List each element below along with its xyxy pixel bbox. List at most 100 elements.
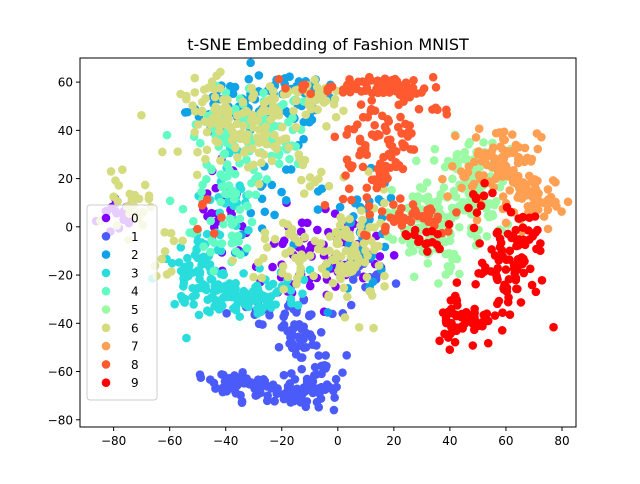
data-point xyxy=(167,267,176,276)
data-point xyxy=(260,207,270,217)
data-point xyxy=(295,153,304,163)
data-point xyxy=(180,108,190,117)
y-axis: −80 −60 −40 −20 0 20 40 60 xyxy=(48,76,80,427)
data-point xyxy=(331,227,341,237)
data-point xyxy=(369,323,378,333)
data-point xyxy=(157,254,167,264)
data-point xyxy=(218,95,228,105)
data-point xyxy=(468,341,478,350)
data-point xyxy=(312,341,321,350)
data-point xyxy=(497,246,507,255)
data-point xyxy=(251,391,260,400)
data-point xyxy=(169,236,179,246)
data-point xyxy=(254,179,264,189)
data-point xyxy=(533,144,543,154)
data-point xyxy=(539,212,549,221)
data-point xyxy=(476,201,486,210)
data-point xyxy=(342,130,352,139)
data-point xyxy=(406,217,416,227)
data-point xyxy=(266,300,275,309)
data-point xyxy=(451,131,460,141)
data-point xyxy=(125,189,135,199)
data-point xyxy=(563,197,573,207)
data-point xyxy=(236,134,245,144)
data-point xyxy=(377,207,387,216)
data-point xyxy=(174,258,184,267)
data-point xyxy=(354,256,364,265)
data-point xyxy=(220,149,230,158)
x-axis: −80 −60 −40 −20 0 20 40 60 80 xyxy=(101,427,570,448)
data-point xyxy=(190,127,199,137)
data-point xyxy=(274,159,284,169)
data-point xyxy=(422,227,431,237)
y-tick-label: 40 xyxy=(58,124,73,138)
data-point xyxy=(487,245,496,254)
data-point xyxy=(292,279,301,289)
data-point xyxy=(252,281,262,291)
data-point xyxy=(302,397,312,406)
data-point xyxy=(442,110,452,119)
data-point xyxy=(364,167,374,176)
data-point xyxy=(431,83,441,92)
data-point xyxy=(355,136,365,146)
data-point xyxy=(284,117,293,127)
data-point xyxy=(312,370,321,379)
data-point xyxy=(259,374,268,384)
data-point xyxy=(373,78,382,88)
data-point xyxy=(202,306,212,315)
data-point xyxy=(532,244,541,254)
legend-marker xyxy=(101,360,111,369)
data-point xyxy=(202,195,212,204)
data-point xyxy=(322,122,331,131)
data-point xyxy=(265,82,275,91)
data-point xyxy=(315,389,324,398)
data-point xyxy=(366,76,376,85)
data-point xyxy=(451,155,461,165)
data-point xyxy=(262,243,272,252)
data-point xyxy=(373,88,383,98)
data-point xyxy=(488,209,497,219)
data-point xyxy=(332,239,342,248)
data-point xyxy=(209,229,219,238)
data-point xyxy=(202,174,211,184)
data-point xyxy=(399,97,408,106)
data-point xyxy=(279,285,289,294)
data-point xyxy=(106,167,116,176)
data-point xyxy=(296,263,305,273)
data-point xyxy=(513,193,522,202)
data-point xyxy=(314,351,324,360)
data-point xyxy=(348,275,358,284)
data-point xyxy=(239,269,248,278)
data-point xyxy=(474,269,483,278)
data-point xyxy=(345,87,355,97)
data-point xyxy=(434,279,443,288)
data-point xyxy=(430,144,440,154)
data-point xyxy=(214,305,224,314)
data-point xyxy=(267,180,277,190)
data-point xyxy=(507,233,516,243)
data-point xyxy=(520,257,529,266)
data-point xyxy=(225,122,235,132)
data-point xyxy=(502,146,511,156)
data-point xyxy=(502,287,512,296)
data-point xyxy=(345,75,354,84)
data-point xyxy=(310,75,319,85)
y-tick-label: −80 xyxy=(48,413,73,427)
data-point xyxy=(317,167,326,177)
data-point xyxy=(344,184,354,194)
legend-marker xyxy=(101,305,111,314)
data-point xyxy=(243,302,253,312)
data-point xyxy=(199,242,208,251)
data-point xyxy=(418,184,428,193)
data-point xyxy=(297,175,306,185)
data-point xyxy=(285,154,294,164)
data-point xyxy=(330,132,340,142)
data-point xyxy=(472,317,481,327)
data-point xyxy=(513,284,522,294)
data-point xyxy=(193,253,202,263)
data-point xyxy=(235,205,245,214)
data-point xyxy=(257,273,266,283)
data-point xyxy=(309,271,318,281)
data-point xyxy=(501,255,511,265)
data-point xyxy=(362,272,372,282)
